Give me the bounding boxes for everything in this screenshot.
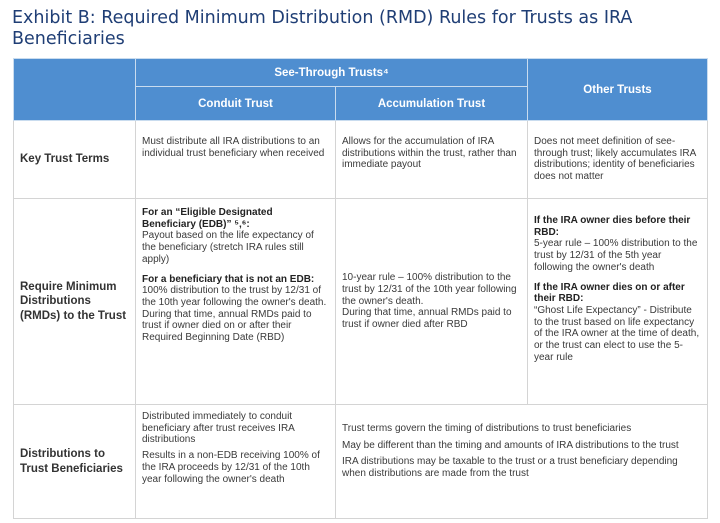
conduit-non-edb-results: Results in a non-EDB receiving 100% of t… bbox=[142, 450, 320, 485]
trust-terms-govern-timing: Trust terms govern the timing of distrib… bbox=[342, 423, 632, 434]
header-other-trusts: Other Trusts bbox=[527, 58, 708, 121]
row-label-require-rmds: Require Minimum Distributions (RMDs) to … bbox=[13, 198, 136, 405]
cell-distributions-conduit: Distributed immediately to conduit benef… bbox=[135, 404, 336, 519]
may-differ-from-ira-distributions: May be different than the timing and amo… bbox=[342, 439, 679, 451]
page-title: Exhibit B: Required Minimum Distribution… bbox=[12, 8, 633, 49]
table-row-distributions: Distributions to Trust Beneficiaries Dis… bbox=[13, 404, 708, 519]
cell-rmds-other: If the IRA owner dies before their RBD: … bbox=[527, 198, 708, 405]
table-row-key-terms: Key Trust Terms Must distribute all IRA … bbox=[13, 120, 708, 199]
other-after-rbd-heading: If the IRA owner dies on or after their … bbox=[534, 281, 685, 305]
conduit-edb-text: Payout based on the life expectancy of t… bbox=[142, 230, 314, 265]
accumulation-10-year-rule: 10-year rule – 100% distribution to the … bbox=[342, 272, 517, 307]
table-row-rmds: Require Minimum Distributions (RMDs) to … bbox=[13, 198, 708, 405]
ira-distributions-taxable: IRA distributions may be taxable to the … bbox=[342, 456, 678, 480]
rmd-rules-table: See-Through Trusts⁴ Other Trusts Conduit… bbox=[13, 58, 708, 519]
conduit-distributed-immediately: Distributed immediately to conduit benef… bbox=[142, 411, 295, 446]
cell-distributions-accumulation-other: Trust terms govern the timing of distrib… bbox=[335, 404, 708, 519]
header-blank-cell bbox=[13, 58, 136, 121]
other-after-rbd-text: “Ghost Life Expectancy” - Distribute to … bbox=[534, 304, 700, 363]
conduit-edb-heading: For an “Eligible Designated Beneficiary … bbox=[142, 207, 273, 230]
conduit-non-edb-heading: For a beneficiary that is not an EDB: bbox=[142, 273, 315, 285]
header-see-through-trusts: See-Through Trusts⁴ bbox=[135, 58, 528, 87]
other-before-rbd-text: 5-year rule – 100% distribution to the t… bbox=[534, 238, 698, 273]
cell-key-terms-accumulation: Allows for the accumulation of IRA distr… bbox=[335, 120, 528, 199]
cell-key-terms-conduit: Must distribute all IRA distributions to… bbox=[135, 120, 336, 199]
cell-rmds-conduit: For an “Eligible Designated Beneficiary … bbox=[135, 198, 336, 405]
cell-key-terms-other: Does not meet definition of see-through … bbox=[527, 120, 708, 199]
row-label-key-trust-terms: Key Trust Terms bbox=[13, 120, 136, 199]
header-accumulation-trust: Accumulation Trust bbox=[335, 86, 528, 121]
conduit-non-edb-text: 100% distribution to the trust by 12/31 … bbox=[142, 285, 327, 344]
header-conduit-trust: Conduit Trust bbox=[135, 86, 336, 121]
row-label-distributions-to-beneficiaries: Distributions to Trust Beneficiaries bbox=[13, 404, 136, 519]
other-before-rbd-heading: If the IRA owner dies before their RBD: bbox=[534, 215, 691, 238]
cell-rmds-accumulation: 10-year rule – 100% distribution to the … bbox=[335, 198, 528, 405]
accumulation-annual-rmds: During that time, annual RMDs paid to tr… bbox=[342, 307, 512, 331]
